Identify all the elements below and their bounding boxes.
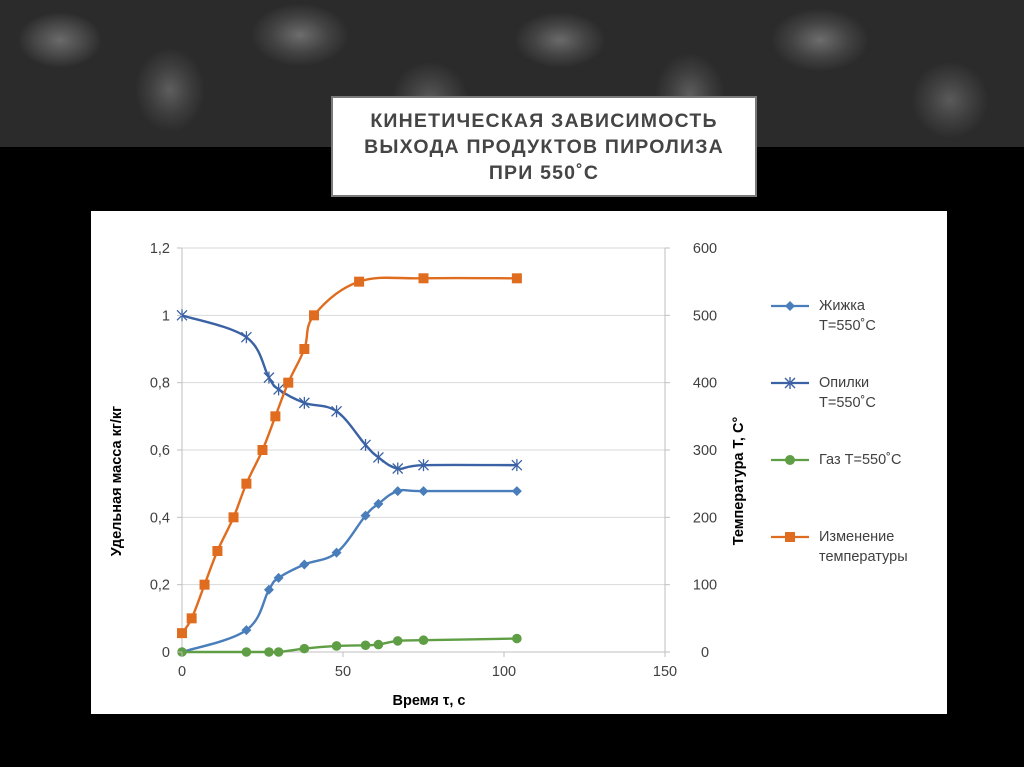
slide-title-box: КИНЕТИЧЕСКАЯ ЗАВИСИМОСТЬ ВЫХОДА ПРОДУКТО… xyxy=(331,96,757,197)
y-axis-label: Удельная масса кг/кг xyxy=(109,406,125,556)
data-point-circle xyxy=(392,636,403,646)
legend-item-opilki: Опилки Т=550˚С xyxy=(771,373,947,413)
data-point-star xyxy=(263,371,275,384)
slide-title-line-1: КИНЕТИЧЕСКАЯ ЗАВИСИМОСТЬ xyxy=(370,109,718,132)
y-tick-label: 0,4 xyxy=(150,510,170,526)
legend-label-temperature-line2: температуры xyxy=(819,549,908,565)
data-point-star xyxy=(360,438,371,451)
legend-item-gaz: Газ Т=550˚С xyxy=(771,450,947,470)
data-point-star xyxy=(392,462,404,475)
legend-label-zhizhka-line1: Жижка xyxy=(819,298,865,314)
data-point-diamond xyxy=(241,625,252,636)
legend-swatch-zhizhka xyxy=(771,301,809,311)
data-point-diamond xyxy=(299,559,310,570)
y-tick-label: 0,8 xyxy=(150,376,170,392)
y2-tick-label: 400 xyxy=(693,376,717,392)
data-point-circle xyxy=(512,633,522,644)
slide-title-line-3: ПРИ 550˚С xyxy=(488,161,600,184)
legend-label-gaz: Газ Т=550˚С xyxy=(819,452,902,468)
y-tick-label: 0 xyxy=(162,645,170,661)
data-point-diamond xyxy=(263,584,274,595)
data-point-circle xyxy=(273,647,284,657)
y2-tick-label: 0 xyxy=(701,645,709,661)
data-point-square xyxy=(511,273,522,284)
data-point-square xyxy=(177,628,187,639)
data-point-square xyxy=(309,310,320,321)
data-point-square xyxy=(354,276,365,287)
y-tick-label: 1 xyxy=(162,308,170,324)
legend-swatch-gaz xyxy=(771,455,809,465)
series-1 xyxy=(176,309,523,475)
legend-label-zhizhka-line2: Т=550˚С xyxy=(819,318,876,334)
series-2 xyxy=(177,633,522,657)
data-point-diamond xyxy=(273,572,284,583)
data-point-circle xyxy=(373,639,384,650)
series-line-1 xyxy=(181,314,517,470)
series-line-2 xyxy=(182,637,517,654)
legend-item-temperature: Изменение температуры xyxy=(771,527,947,567)
slide-background-pattern xyxy=(0,0,1024,147)
data-point-star xyxy=(273,383,285,396)
data-point-diamond xyxy=(373,498,384,509)
y2-tick-label: 200 xyxy=(693,510,717,526)
data-point-square xyxy=(283,377,294,388)
legend-swatch-temperature xyxy=(771,532,809,542)
data-point-diamond xyxy=(418,486,429,497)
data-point-star xyxy=(372,451,384,464)
series-3 xyxy=(177,273,522,639)
data-point-diamond xyxy=(331,547,342,558)
data-point-diamond xyxy=(392,486,403,497)
legend-label-opilki-line1: Опилки xyxy=(819,375,870,391)
data-point-square xyxy=(212,546,223,556)
slide-title-line-2: ВЫХОДА ПРОДУКТОВ ПИРОЛИЗА xyxy=(364,135,724,158)
legend-item-zhizhka: Жижка Т=550˚С xyxy=(771,296,947,336)
data-point-square xyxy=(418,273,429,284)
x-tick-label: 100 xyxy=(492,664,516,680)
data-point-diamond xyxy=(360,510,371,521)
y-tick-label: 0,6 xyxy=(150,443,170,459)
data-point-star xyxy=(418,459,429,472)
x-axis-label: Время τ, с xyxy=(392,693,465,709)
y2-tick-label: 100 xyxy=(693,578,717,594)
data-point-circle xyxy=(331,641,342,651)
series-0 xyxy=(177,486,522,657)
x-tick-label: 50 xyxy=(335,664,351,680)
data-point-square xyxy=(199,579,210,590)
y-tick-label: 1,2 xyxy=(150,241,170,257)
legend-label-temperature-line1: Изменение xyxy=(819,529,895,545)
data-point-star xyxy=(240,331,252,344)
data-point-square xyxy=(270,411,281,422)
data-point-circle xyxy=(241,647,252,657)
data-point-square xyxy=(228,512,239,523)
data-point-diamond xyxy=(511,486,522,497)
data-point-circle xyxy=(360,640,371,651)
y2-tick-label: 600 xyxy=(693,241,717,257)
data-point-circle xyxy=(264,647,274,657)
data-point-square xyxy=(241,478,252,489)
data-point-square xyxy=(257,445,268,455)
legend-swatch-opilki xyxy=(771,377,809,389)
y2-tick-label: 300 xyxy=(693,443,717,459)
data-point-star xyxy=(511,459,523,472)
legend-label-opilki-line2: Т=550˚С xyxy=(819,395,876,411)
line-chart: 0 50 100 150 0 0,2 0,4 0,6 0,8 1 1,2 0 100 200 300 400 5… xyxy=(109,241,747,709)
data-point-star xyxy=(298,396,310,409)
data-point-circle xyxy=(418,635,429,646)
y2-tick-label: 500 xyxy=(693,308,717,324)
y2-axis-label: Температура Т, С° xyxy=(731,417,747,546)
data-point-star xyxy=(331,405,343,418)
x-tick-label: 0 xyxy=(178,664,186,680)
y-tick-label: 0,2 xyxy=(150,578,170,594)
data-point-square xyxy=(186,613,197,624)
data-point-circle xyxy=(299,643,310,654)
data-point-square xyxy=(299,344,310,354)
x-tick-label: 150 xyxy=(653,664,677,680)
chart-panel: 0 50 100 150 0 0,2 0,4 0,6 0,8 1 1,2 0 100 200 300 400 5… xyxy=(91,211,947,714)
